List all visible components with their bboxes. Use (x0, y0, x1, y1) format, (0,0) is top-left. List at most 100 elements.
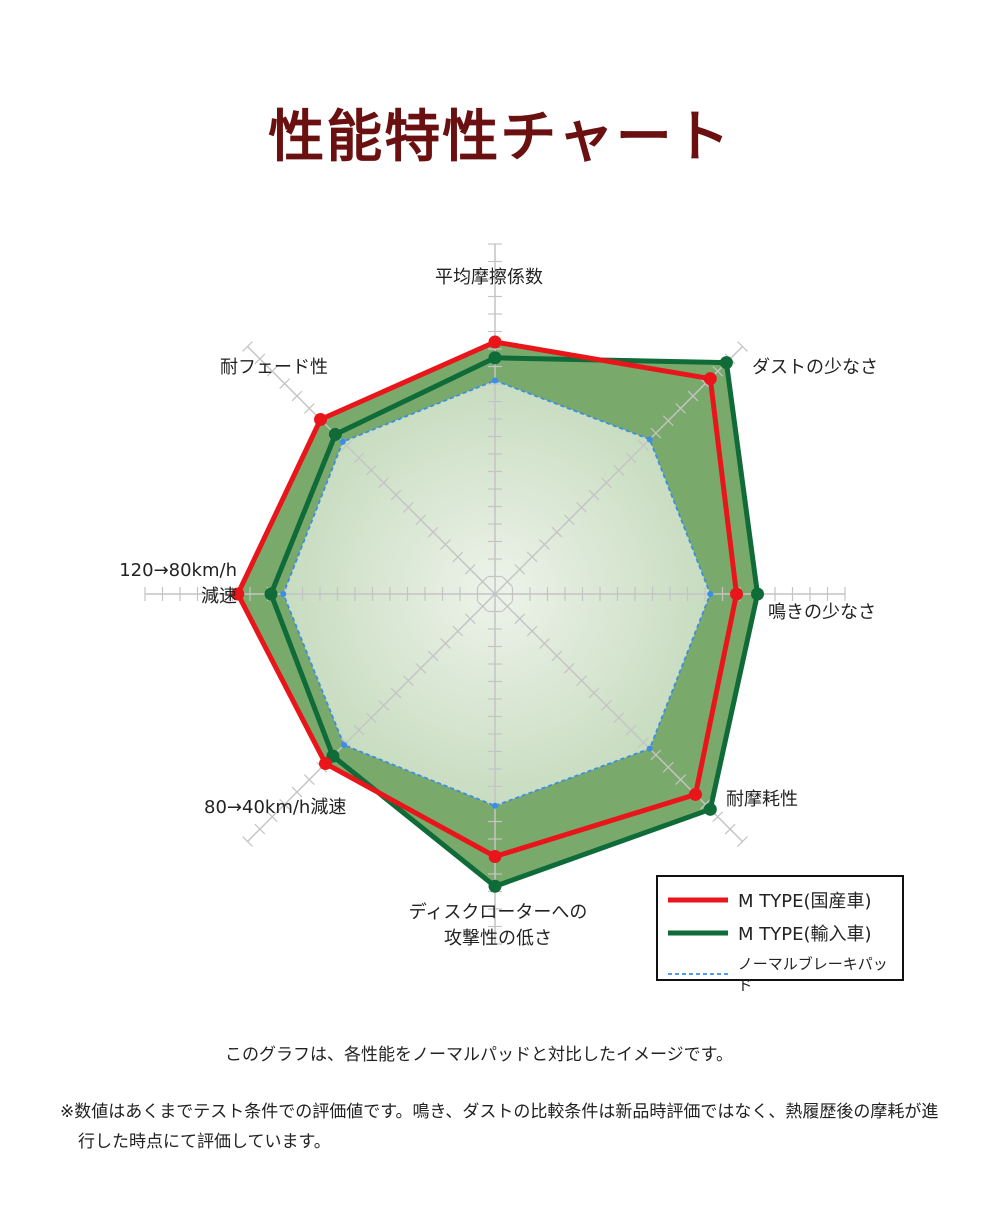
tick-mark (600, 477, 612, 489)
tick-mark (625, 452, 637, 464)
tick-mark (588, 687, 600, 699)
category-label: 120→80km/h 減速 (119, 560, 237, 607)
note: ※数値はあくまでテスト条件での評価値です。鳴き、ダストの比較条件は新品時評価では… (60, 1102, 939, 1152)
data-point (488, 850, 502, 863)
tick-mark (390, 489, 402, 501)
tick-mark (254, 823, 266, 835)
data-point (488, 335, 502, 349)
tick-mark (563, 514, 575, 526)
tick-mark (712, 811, 724, 823)
tick-mark (452, 625, 464, 637)
tick-mark (539, 539, 550, 550)
legend-swatch (668, 897, 728, 903)
data-point (646, 436, 653, 443)
tick-mark (254, 353, 266, 365)
tick-mark (539, 638, 550, 649)
tick-mark (576, 502, 587, 513)
tick-mark (266, 365, 278, 377)
chart-title: 性能特性チャート (268, 105, 732, 170)
legend: M TYPE(国産車) M TYPE(輸入車) ノーマルブレーキパッド (656, 875, 904, 994)
data-point (492, 802, 498, 809)
tick-mark (304, 774, 315, 785)
tick-mark (526, 551, 538, 563)
data-point (341, 741, 348, 748)
note: このグラフは、各性能をノーマルパッドと対比したイメージです。 (225, 1045, 733, 1065)
legend-swatch (668, 930, 728, 936)
tick-mark (687, 390, 699, 402)
tick-mark (638, 737, 649, 748)
tick-mark (724, 823, 736, 835)
tick-mark (242, 341, 253, 352)
tick-mark (699, 798, 711, 810)
tick-mark (638, 440, 649, 451)
tick-mark (662, 761, 674, 773)
tick-mark (514, 613, 526, 625)
tick-mark (699, 378, 711, 390)
tick-mark (588, 489, 600, 501)
tick-mark (291, 786, 303, 798)
tick-mark (452, 551, 464, 563)
category-label: 耐摩耗性 (726, 789, 798, 810)
tick-mark (576, 675, 587, 686)
legend-item: M TYPE(国産車) (668, 887, 872, 913)
tick-mark (341, 440, 352, 451)
tick-mark (279, 378, 291, 390)
data-point (688, 787, 702, 801)
tick-mark (675, 403, 686, 414)
tick-mark (477, 576, 488, 587)
tick-mark (403, 675, 414, 686)
tick-mark (662, 415, 674, 427)
legend-label: M TYPE(国産車) (738, 891, 872, 912)
data-point (707, 591, 714, 597)
data-point (751, 587, 764, 601)
category-label: 80→40km/h減速 (204, 797, 347, 818)
tick-mark (737, 836, 748, 847)
tick-mark (440, 539, 451, 550)
data-point (314, 413, 328, 427)
data-point (488, 351, 502, 365)
tick-mark (415, 662, 427, 674)
legend-item: M TYPE(輸入車) (668, 920, 872, 946)
tick-mark (551, 526, 563, 538)
tick-mark (650, 749, 662, 761)
tick-mark (526, 625, 538, 637)
data-point (231, 587, 245, 601)
legend-label: M TYPE(輸入車) (738, 924, 872, 945)
tick-mark (600, 699, 612, 711)
data-point (719, 356, 733, 370)
tick-mark (291, 390, 303, 402)
tick-mark (650, 427, 662, 439)
data-point (492, 377, 498, 384)
tick-mark (464, 563, 476, 575)
tick-mark (464, 613, 476, 625)
tick-mark (403, 502, 414, 513)
tick-mark (341, 737, 352, 748)
tick-mark (514, 563, 526, 575)
tick-mark (427, 650, 439, 662)
tick-mark (551, 650, 563, 662)
tick-mark (353, 452, 365, 464)
category-label: 耐フェード性 (220, 357, 328, 378)
data-point (646, 745, 653, 752)
tick-mark (502, 601, 513, 612)
tick-mark (440, 638, 451, 649)
tick-mark (675, 774, 686, 785)
data-point (328, 427, 342, 441)
tick-mark (477, 601, 488, 612)
tick-mark (563, 662, 575, 674)
tick-mark (266, 811, 278, 823)
tick-mark (613, 464, 625, 476)
data-point (703, 802, 717, 816)
data-point (264, 587, 278, 601)
tick-mark (365, 712, 377, 724)
legend-label: ノーマルブレーキパッド (737, 955, 888, 994)
legend-item: ノーマルブレーキパッド (668, 953, 902, 995)
data-point (730, 587, 743, 601)
tick-mark (625, 724, 637, 736)
data-point (703, 372, 717, 386)
data-point (318, 757, 332, 771)
tick-mark (378, 699, 390, 711)
tick-mark (390, 687, 402, 699)
